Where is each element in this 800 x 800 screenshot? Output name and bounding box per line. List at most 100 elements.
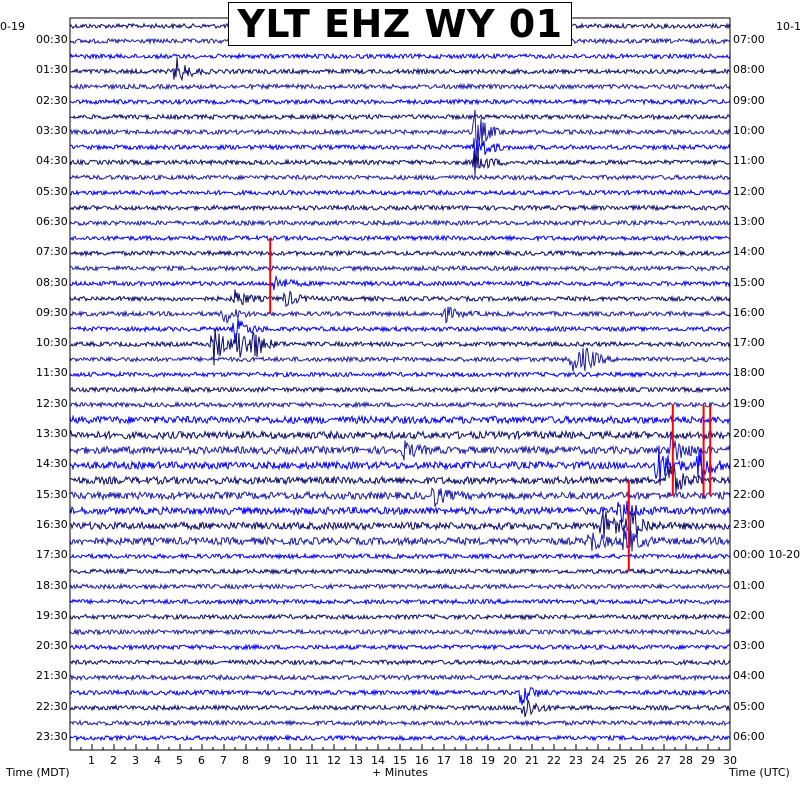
seismogram-trace <box>70 57 731 82</box>
left-time-label: 14:30 <box>36 457 68 471</box>
x-tick-label: 10 <box>283 754 297 767</box>
right-time-label: 13:00 <box>733 214 765 228</box>
seismogram-trace <box>69 274 731 291</box>
left-time-label: 23:30 <box>36 730 68 744</box>
x-tick-label: 6 <box>198 754 205 767</box>
seismogram-trace <box>69 97 731 106</box>
right-time-label: 20:00 <box>733 427 765 441</box>
left-time-label: 12:30 <box>36 396 68 410</box>
seismogram-trace <box>69 218 731 227</box>
seismogram-trace <box>69 52 731 61</box>
x-tick-label: 23 <box>569 754 583 767</box>
x-tick-label: 14 <box>371 754 385 767</box>
left-time-label: 17:30 <box>36 548 68 562</box>
x-tick-label: 19 <box>481 754 495 767</box>
x-tick-label: 27 <box>657 754 671 767</box>
x-tick-label: 20 <box>503 754 517 767</box>
seismogram-trace <box>69 612 731 621</box>
seismogram-trace <box>69 347 731 372</box>
right-time-label: 18:00 <box>733 366 765 380</box>
seismogram-trace <box>69 627 731 636</box>
seismogram-trace <box>69 524 731 552</box>
left-time-label: 21:30 <box>36 669 68 683</box>
right-time-label: 23:00 <box>733 517 765 531</box>
seismogram-trace <box>69 249 731 258</box>
x-axis-label: + Minutes <box>372 766 429 779</box>
right-time-label: 17:00 <box>733 336 765 350</box>
left-time-label: 10:30 <box>36 336 68 350</box>
seismogram-trace <box>69 429 731 441</box>
x-tick-label: 26 <box>635 754 649 767</box>
left-date-partial: 0-19 <box>0 20 25 33</box>
seismogram-trace <box>69 109 731 149</box>
x-tick-label: 15 <box>393 754 407 767</box>
left-time-label: 07:30 <box>36 245 68 259</box>
right-time-label: 21:00 <box>733 457 765 471</box>
seismogram-trace <box>69 552 731 561</box>
right-time-label: 19:00 <box>733 396 765 410</box>
right-time-label: 11:00 <box>733 154 765 168</box>
x-tick-label: 2 <box>110 754 117 767</box>
right-time-label: 06:00 <box>733 730 765 744</box>
right-time-label: 02:00 <box>733 608 765 622</box>
seismogram-trace <box>69 445 731 486</box>
seismogram-trace <box>69 318 731 343</box>
seismogram-trace <box>69 138 731 164</box>
left-time-label: 01:30 <box>36 63 68 77</box>
right-time-label: 10:00 <box>733 124 765 138</box>
seismogram-trace <box>69 433 731 461</box>
seismogram-trace <box>69 385 731 394</box>
seismogram-trace <box>69 686 731 706</box>
right-axis-label: Time (UTC) <box>729 766 790 779</box>
left-time-label: 20:30 <box>36 639 68 653</box>
right-time-label: 03:00 <box>733 639 765 653</box>
x-tick-label: 28 <box>679 754 693 767</box>
x-axis-ticks <box>69 744 731 750</box>
x-tick-label: 5 <box>176 754 183 767</box>
x-tick-label: 7 <box>220 754 227 767</box>
x-tick-label: 29 <box>701 754 715 767</box>
x-tick-label: 4 <box>154 754 161 767</box>
x-tick-label: 3 <box>132 754 139 767</box>
clipped-signals <box>269 238 712 572</box>
seismogram-trace <box>69 658 731 667</box>
right-time-label: 16:00 <box>733 305 765 319</box>
chart-title: YLT EHZ WY 01 <box>228 2 572 46</box>
right-time-label: 07:00 <box>733 33 765 47</box>
left-time-label: 00:30 <box>36 33 68 47</box>
seismogram-trace <box>69 597 731 606</box>
seismogram-trace <box>69 582 731 591</box>
x-tick-label: 24 <box>591 754 605 767</box>
left-time-label: 18:30 <box>36 578 68 592</box>
right-time-label: 15:00 <box>733 275 765 289</box>
seismogram-trace <box>69 733 731 742</box>
seismogram-trace <box>69 465 731 493</box>
seismogram-trace <box>69 673 731 682</box>
left-time-label: 09:30 <box>36 305 68 319</box>
right-time-label: 12:00 <box>733 184 765 198</box>
seismogram-trace <box>69 567 731 576</box>
seismogram-trace <box>69 510 731 548</box>
x-tick-label: 16 <box>415 754 429 767</box>
right-time-label: 01:00 <box>733 578 765 592</box>
seismogram-trace <box>69 400 731 409</box>
left-time-label: 05:30 <box>36 184 68 198</box>
seismogram-trace <box>69 148 731 175</box>
left-time-label: 19:30 <box>36 608 68 622</box>
right-time-label: 22:00 <box>733 487 765 501</box>
seismogram-trace <box>69 173 731 182</box>
right-time-label: 14:00 <box>733 245 765 259</box>
seismogram-trace <box>69 500 731 524</box>
left-time-label: 02:30 <box>36 93 68 107</box>
right-time-label: 00:00 10-20 <box>733 548 800 562</box>
right-time-label: 09:00 <box>733 93 765 107</box>
seismogram-trace <box>69 414 731 426</box>
right-time-label: 05:00 <box>733 699 765 713</box>
seismogram-trace <box>69 643 731 652</box>
seismogram-trace <box>69 370 731 379</box>
left-time-label: 04:30 <box>36 154 68 168</box>
seismogram-trace <box>69 327 731 366</box>
left-time-label: 22:30 <box>36 699 68 713</box>
right-time-label: 08:00 <box>733 63 765 77</box>
seismogram-trace <box>69 203 731 212</box>
